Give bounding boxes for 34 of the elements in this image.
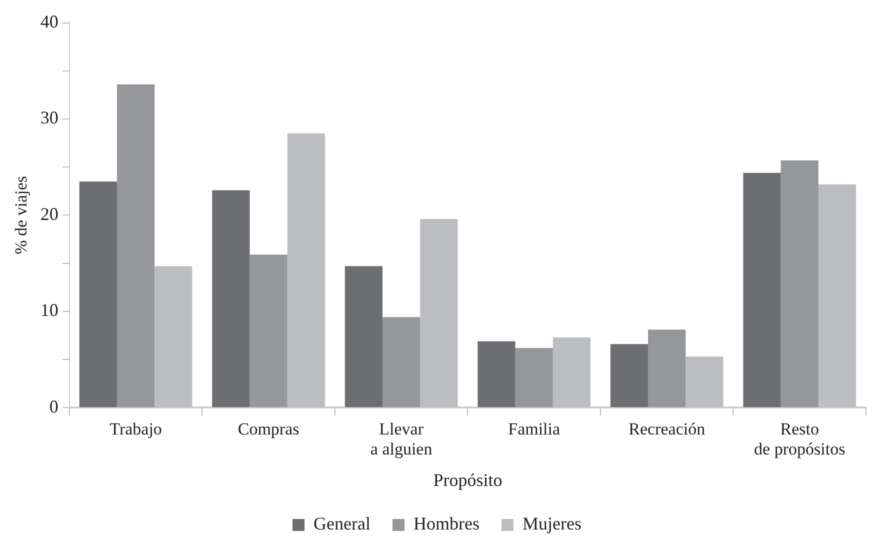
bar bbox=[250, 254, 288, 408]
y-tick-label: 10 bbox=[40, 300, 58, 320]
bar bbox=[780, 160, 818, 408]
bar bbox=[743, 172, 781, 408]
x-tick-label: Trabajo bbox=[110, 419, 162, 438]
bar bbox=[287, 133, 325, 408]
bar bbox=[116, 84, 155, 408]
legend-label: Hombres bbox=[413, 514, 480, 534]
bar bbox=[382, 317, 420, 408]
x-tick-label: Familia bbox=[508, 419, 560, 438]
x-tick-label: Compras bbox=[238, 419, 300, 438]
x-tick-label: Resto de propósitos bbox=[754, 419, 846, 459]
bar bbox=[344, 266, 383, 408]
bar bbox=[154, 266, 192, 408]
x-tick-label: Llevar a alguien bbox=[370, 419, 433, 459]
x-axis-title: Propósito bbox=[433, 470, 502, 490]
bar bbox=[552, 337, 591, 408]
y-tick-label: 0 bbox=[49, 396, 58, 416]
bar bbox=[686, 356, 724, 408]
y-tick-label: 20 bbox=[40, 204, 58, 224]
bar bbox=[79, 182, 117, 408]
y-tick-label: 30 bbox=[40, 108, 58, 128]
bar bbox=[212, 190, 250, 408]
bar bbox=[420, 219, 458, 408]
y-axis-title: % de viajes bbox=[12, 176, 31, 254]
y-tick-label: 40 bbox=[40, 12, 58, 32]
legend-label: Mujeres bbox=[522, 514, 582, 534]
bar bbox=[515, 348, 553, 408]
x-tick-label: Recreación bbox=[628, 419, 706, 438]
legend-label: General bbox=[314, 514, 370, 534]
bar bbox=[610, 344, 648, 408]
bar bbox=[818, 184, 856, 408]
bar bbox=[648, 330, 686, 408]
bar bbox=[478, 341, 516, 408]
